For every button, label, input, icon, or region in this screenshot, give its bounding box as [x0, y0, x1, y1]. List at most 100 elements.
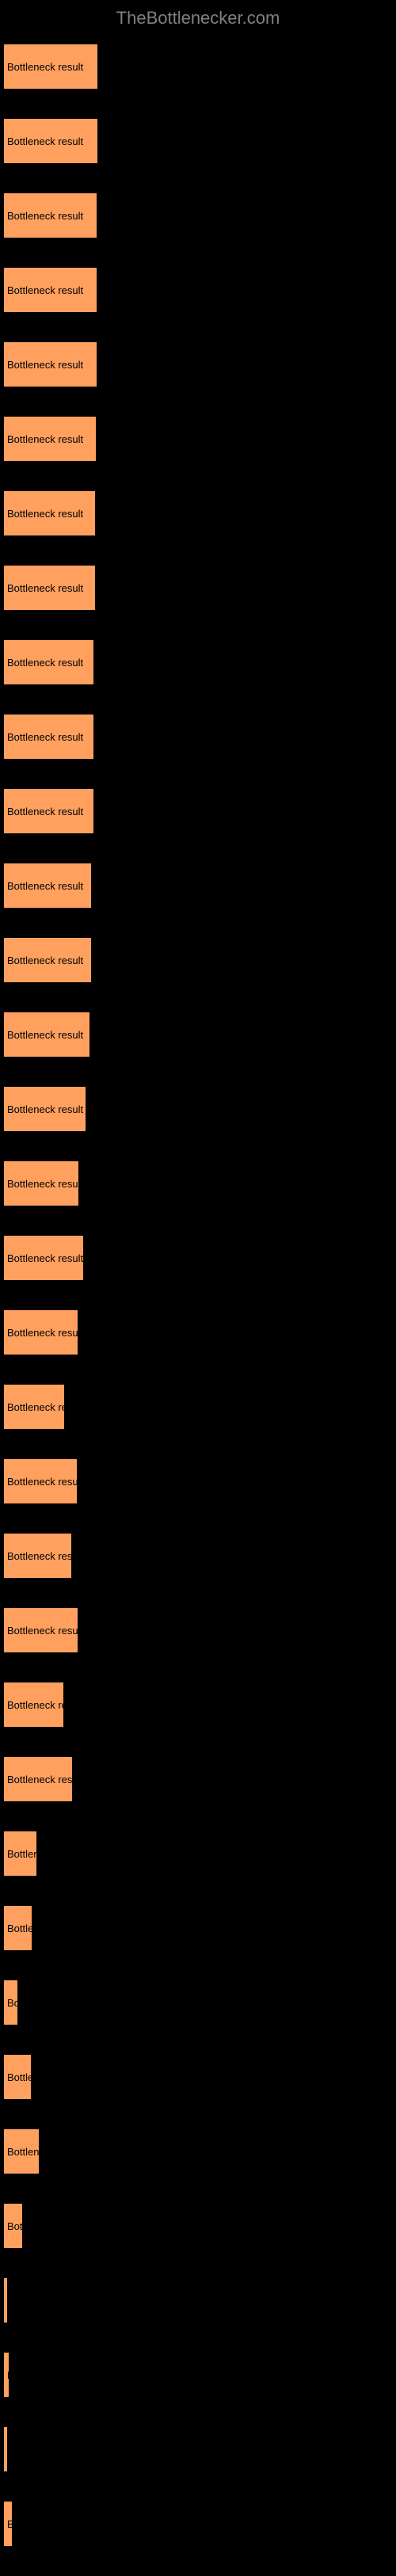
bar: Bottleneck result: [4, 193, 97, 238]
bar-label: Bottleneck result: [7, 1252, 83, 1264]
bar: Bottleneck result: [4, 1161, 78, 1206]
bar: Bottleneck result: [4, 417, 96, 461]
bar: Bottleneck result: [4, 566, 95, 610]
bar-row: Bottleneck result: [4, 640, 392, 684]
bar-label: Bottleneck result: [7, 135, 83, 147]
bar-label: Bottleneck result: [7, 508, 83, 520]
bar-row: Bottleneck result: [4, 2055, 392, 2099]
bar-label: Bottleneck result: [7, 955, 83, 966]
bar-label: Bottleneck result: [7, 284, 83, 296]
bar-label: Bottleneck result: [7, 880, 83, 892]
bar-row: Bottleneck result: [4, 417, 392, 461]
header: TheBottlenecker.com: [0, 0, 396, 44]
bar-label: Bottleneck result: [7, 1625, 78, 1637]
bar-row: Bottleneck result: [4, 714, 392, 759]
bar-label: Bottleneck result: [7, 731, 83, 743]
bar: Bottleneck result: [4, 2055, 31, 2099]
bar-row: Bottleneck result: [4, 1161, 392, 1206]
bar-row: Bottleneck result: [4, 1385, 392, 1429]
bar-label: Bottleneck result: [7, 1103, 83, 1115]
bar: Bottleneck result: [4, 1310, 78, 1355]
bar: Bottleneck result: [4, 789, 93, 833]
bar-row: Bottleneck result: [4, 566, 392, 610]
bar-label: Bottleneck result: [7, 1922, 32, 1934]
bar: Bottleneck result: [4, 714, 93, 759]
bar-row: Bottleneck result: [4, 1608, 392, 1652]
bar-row: Bottleneck result: [4, 193, 392, 238]
bar-row: Bottleneck result: [4, 1012, 392, 1057]
bar: Bottleneck result: [4, 1012, 89, 1057]
bar: Bottleneck result: [4, 1459, 77, 1503]
bar-label: Bottleneck result: [7, 2146, 39, 2158]
bar: Bottleneck result: [4, 640, 93, 684]
bar: Bottleneck result: [4, 268, 97, 312]
bar-row: Bottleneck result: [4, 1906, 392, 1950]
bar: Bottleneck result: [4, 1906, 32, 1950]
bar: Bottleneck result: [4, 938, 91, 982]
bar-label: Bottleneck result: [7, 657, 83, 669]
bar-row: Bottleneck result: [4, 44, 392, 89]
bar-label: Bottleneck result: [7, 359, 83, 371]
bar-label: Bottleneck result: [7, 61, 83, 73]
bar-label: Bottleneck result: [7, 582, 83, 594]
bar-label: Bottleneck result: [7, 433, 83, 445]
bar-label: Bottleneck result: [7, 2369, 9, 2381]
bar: Bottleneck result: [4, 2278, 7, 2323]
bar: Bottleneck result: [4, 2502, 12, 2546]
chart-container: Bottleneck result Bottleneck result Bottle…: [0, 44, 396, 2546]
bar-label: Bottleneck result: [7, 2071, 31, 2083]
bar-label: Bottleneck result: [7, 210, 83, 222]
bar-row: Bottleneck result: [4, 1534, 392, 1578]
bar-row: Bottleneck result: [4, 938, 392, 982]
bar-row: Bottleneck result: [4, 1980, 392, 2025]
bar-row: Bottleneck result: [4, 1682, 392, 1727]
bar-row: Bottleneck result: [4, 119, 392, 163]
bar-row: Bottleneck result: [4, 1236, 392, 1280]
bar-row: Bottleneck result: [4, 1831, 392, 1876]
bar-label: Bottleneck result: [7, 1327, 78, 1339]
bar-label: Bottleneck result: [7, 2518, 12, 2530]
bar-row: Bottleneck result: [4, 1757, 392, 1801]
bar-row: Bottleneck result: [4, 2427, 392, 2471]
bar: Bottleneck result: [4, 2204, 22, 2248]
bar-label: Bottleneck result: [7, 1178, 78, 1190]
bar: Bottleneck result: [4, 119, 97, 163]
bar-label: Bottleneck result: [7, 1476, 77, 1488]
bar-row: Bottleneck result: [4, 863, 392, 908]
bar: Bottleneck result: [4, 1757, 72, 1801]
bar: Bottleneck result: [4, 342, 97, 387]
bar-label: Bottleneck result: [7, 1848, 36, 1860]
bar-label: Bottleneck result: [7, 1997, 17, 2009]
bar-label: Bottleneck result: [7, 1774, 72, 1785]
bar: Bottleneck result: [4, 1980, 17, 2025]
bar: Bottleneck result: [4, 1534, 71, 1578]
bar-row: Bottleneck result: [4, 2129, 392, 2174]
bar-row: Bottleneck result: [4, 2204, 392, 2248]
bar-label: Bottleneck result: [7, 1401, 64, 1413]
bar: Bottleneck result: [4, 1385, 64, 1429]
bar-label: Bottleneck result: [7, 1550, 71, 1562]
bar-row: Bottleneck result: [4, 342, 392, 387]
bar-row: Bottleneck result: [4, 1087, 392, 1131]
bar-label: Bottleneck result: [7, 1699, 63, 1711]
bar-row: Bottleneck result: [4, 491, 392, 535]
bar-row: Bottleneck result: [4, 2353, 392, 2397]
bar-row: Bottleneck result: [4, 268, 392, 312]
bar: Bottleneck result: [4, 1608, 78, 1652]
bar: Bottleneck result: [4, 1682, 63, 1727]
bar: Bottleneck result: [4, 1087, 86, 1131]
bar: Bottleneck result: [4, 2353, 9, 2397]
bar-row: Bottleneck result: [4, 1310, 392, 1355]
bar-label: Bottleneck result: [7, 1029, 83, 1041]
page-title: TheBottlenecker.com: [116, 8, 280, 28]
bar-label: Bottleneck result: [7, 806, 83, 817]
bar: Bottleneck result: [4, 2427, 7, 2471]
bar: Bottleneck result: [4, 1236, 83, 1280]
bar-row: Bottleneck result: [4, 2502, 392, 2546]
bar-label: Bottleneck result: [7, 2220, 22, 2232]
bar-row: Bottleneck result: [4, 789, 392, 833]
bar: Bottleneck result: [4, 491, 95, 535]
bar: Bottleneck result: [4, 44, 97, 89]
bar-row: Bottleneck result: [4, 2278, 392, 2323]
bar: Bottleneck result: [4, 2129, 39, 2174]
